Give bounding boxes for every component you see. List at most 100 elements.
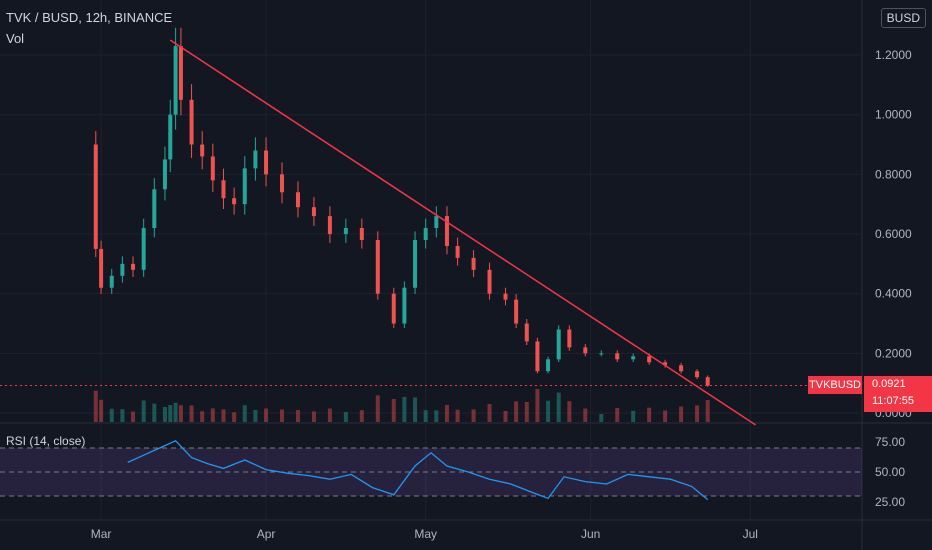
candle-body xyxy=(471,257,476,270)
volume-bar xyxy=(663,410,668,422)
last-price-value: 0.0921 xyxy=(872,378,906,390)
volume-bar xyxy=(455,409,460,422)
time-tick-label: May xyxy=(414,527,437,541)
volume-bar xyxy=(679,406,684,422)
candle-body xyxy=(280,174,285,193)
candle-body xyxy=(242,168,247,205)
last-price-tag: 0.0921 11:07:55 xyxy=(864,376,932,412)
volume-bar xyxy=(168,405,173,422)
volume-bar xyxy=(705,400,710,422)
volume-bar xyxy=(280,409,285,422)
candle-body xyxy=(599,353,604,355)
volume-bar xyxy=(200,411,205,422)
volume-bar xyxy=(471,409,476,422)
candle-body xyxy=(663,362,668,366)
volume-bar xyxy=(173,402,178,422)
rsi-line xyxy=(127,440,709,501)
candle-body xyxy=(221,180,226,199)
volume-bar xyxy=(631,410,636,422)
volume-bar xyxy=(311,411,316,422)
candle-body xyxy=(359,228,364,240)
volume-bar xyxy=(295,409,300,422)
bar-countdown: 11:07:55 xyxy=(872,395,915,407)
candle-body xyxy=(402,287,407,324)
candle-body xyxy=(168,114,173,160)
volume-bar xyxy=(109,408,114,422)
volume-bar xyxy=(343,412,348,422)
volume-bar xyxy=(131,411,136,422)
volume-bar xyxy=(253,409,258,422)
volume-bar xyxy=(99,399,104,422)
volume-bar xyxy=(327,408,332,422)
trendline xyxy=(169,39,756,426)
volume-bar xyxy=(93,390,98,422)
candle-body xyxy=(423,228,428,240)
rsi-tick-label: 25.00 xyxy=(875,495,905,509)
volume-bar xyxy=(189,405,194,422)
candle-body xyxy=(695,371,700,378)
candle-body xyxy=(546,359,551,372)
candle-body xyxy=(152,189,157,229)
candle-body xyxy=(327,216,332,235)
volume-bar xyxy=(535,389,540,422)
price-tick-label: 0.4000 xyxy=(875,287,912,301)
candle-body xyxy=(109,275,114,288)
volume-bar xyxy=(162,406,167,422)
candle-body xyxy=(189,99,194,145)
volume-bar xyxy=(423,410,428,422)
time-tick-label: Jul xyxy=(743,527,758,541)
volume-bar xyxy=(402,396,407,422)
candle-body xyxy=(131,263,136,270)
volume-bar xyxy=(599,414,604,422)
volume-bar xyxy=(695,405,700,422)
candle-body xyxy=(311,207,316,217)
candle-body xyxy=(647,356,652,363)
candle-body xyxy=(535,341,540,372)
candle-body xyxy=(141,228,146,270)
candle-body xyxy=(487,269,492,294)
candle-body xyxy=(178,46,183,100)
candle-body xyxy=(615,353,620,360)
candles-group xyxy=(93,27,710,422)
symbol-title: TVK / BUSD, 12h, BINANCE xyxy=(6,10,173,25)
rsi-label: RSI (14, close) xyxy=(6,434,86,448)
volume-label: Vol xyxy=(6,31,25,46)
volume-bar xyxy=(264,408,269,422)
candle-body xyxy=(444,216,449,246)
currency-button[interactable]: BUSD xyxy=(880,8,926,28)
time-tick-label: Apr xyxy=(257,527,276,541)
volume-bar xyxy=(503,411,508,422)
candle-body xyxy=(567,329,572,348)
volume-bar xyxy=(524,402,529,422)
volume-bar xyxy=(434,410,439,422)
candle-body xyxy=(253,150,258,169)
candle-body xyxy=(343,228,348,235)
candle-body xyxy=(631,356,636,360)
volume-bar xyxy=(152,403,157,422)
volume-bar xyxy=(413,397,418,422)
candle-body xyxy=(232,198,237,205)
time-tick-label: Mar xyxy=(91,527,112,541)
candle-body xyxy=(200,144,205,157)
rsi-tick-label: 50.00 xyxy=(875,465,905,479)
volume-bar xyxy=(232,412,237,422)
volume-bar xyxy=(120,409,125,422)
candle-body xyxy=(375,239,380,294)
price-tick-label: 1.0000 xyxy=(875,108,912,122)
volume-bar xyxy=(647,407,652,422)
candle-body xyxy=(173,46,178,115)
volume-bar xyxy=(375,395,380,422)
volume-bar xyxy=(391,399,396,422)
candle-body xyxy=(391,293,396,324)
volume-bar xyxy=(583,408,588,422)
candle-body xyxy=(99,248,104,288)
candle-body xyxy=(434,216,439,229)
candle-body xyxy=(264,150,269,175)
candle-body xyxy=(413,239,418,288)
rsi-band xyxy=(0,448,862,496)
candle-body xyxy=(210,156,215,181)
price-tick-label: 0.8000 xyxy=(875,167,912,181)
price-tick-label: 1.2000 xyxy=(875,48,912,62)
candle-body xyxy=(524,323,529,342)
